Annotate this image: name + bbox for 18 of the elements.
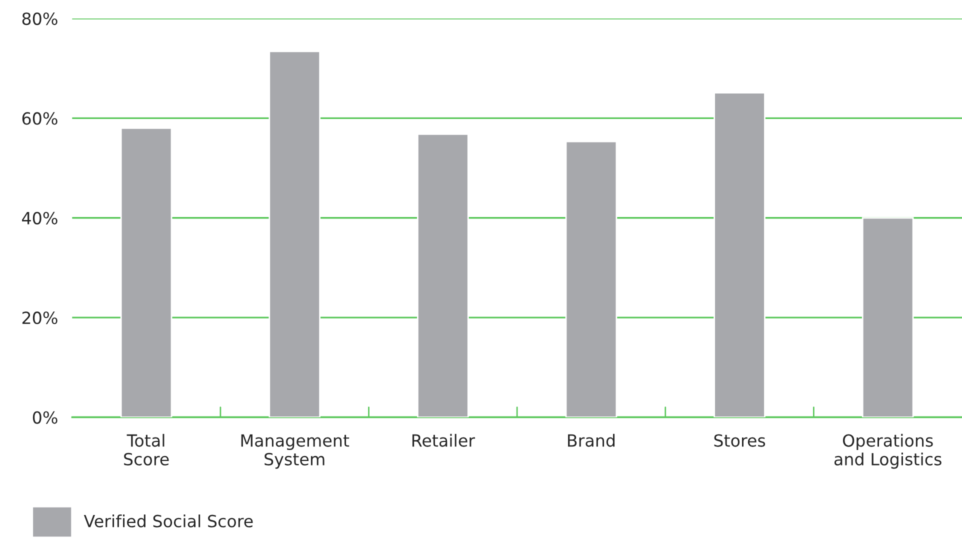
x-tick-label: Retailer bbox=[412, 434, 476, 447]
bar bbox=[714, 92, 766, 418]
x-tick-label: Brand bbox=[568, 434, 615, 447]
bar bbox=[565, 140, 618, 418]
legend-label: Verified Social Score bbox=[84, 514, 253, 528]
y-tick-label: 40% bbox=[22, 212, 58, 224]
x-tick-label: Stores bbox=[714, 434, 766, 447]
x-tick-label: Total Score bbox=[124, 434, 169, 466]
bar bbox=[120, 127, 172, 418]
bar bbox=[268, 50, 321, 418]
y-tick-label: 20% bbox=[22, 312, 58, 324]
bar bbox=[417, 133, 469, 418]
x-tick-label: Operations and Logistics bbox=[834, 434, 942, 469]
x-tick-label: Management System bbox=[241, 434, 350, 469]
y-tick-label: 60% bbox=[22, 112, 58, 125]
y-tick-label: 0% bbox=[32, 411, 58, 424]
y-tick-label: 80% bbox=[22, 12, 58, 26]
bar bbox=[862, 217, 914, 418]
